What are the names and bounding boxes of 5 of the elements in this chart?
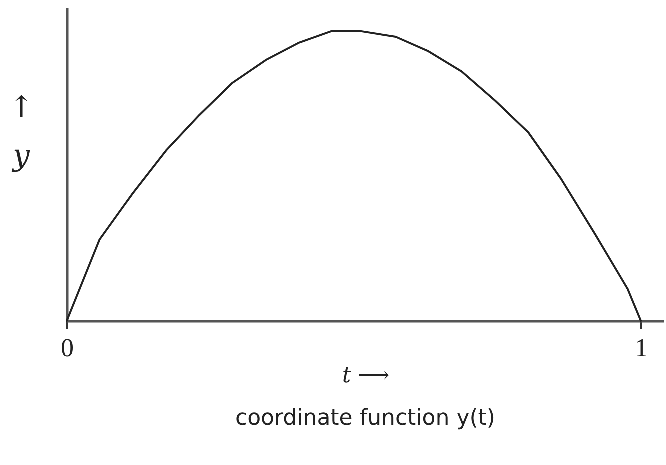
x-tick-label: 0 xyxy=(61,334,74,362)
y-axis-title: ↑ y xyxy=(8,90,34,174)
x-axis-title: t ⟶ xyxy=(342,364,390,388)
text: coordinate function y(t) xyxy=(235,406,496,431)
x-tick-label: 1 xyxy=(635,334,648,362)
